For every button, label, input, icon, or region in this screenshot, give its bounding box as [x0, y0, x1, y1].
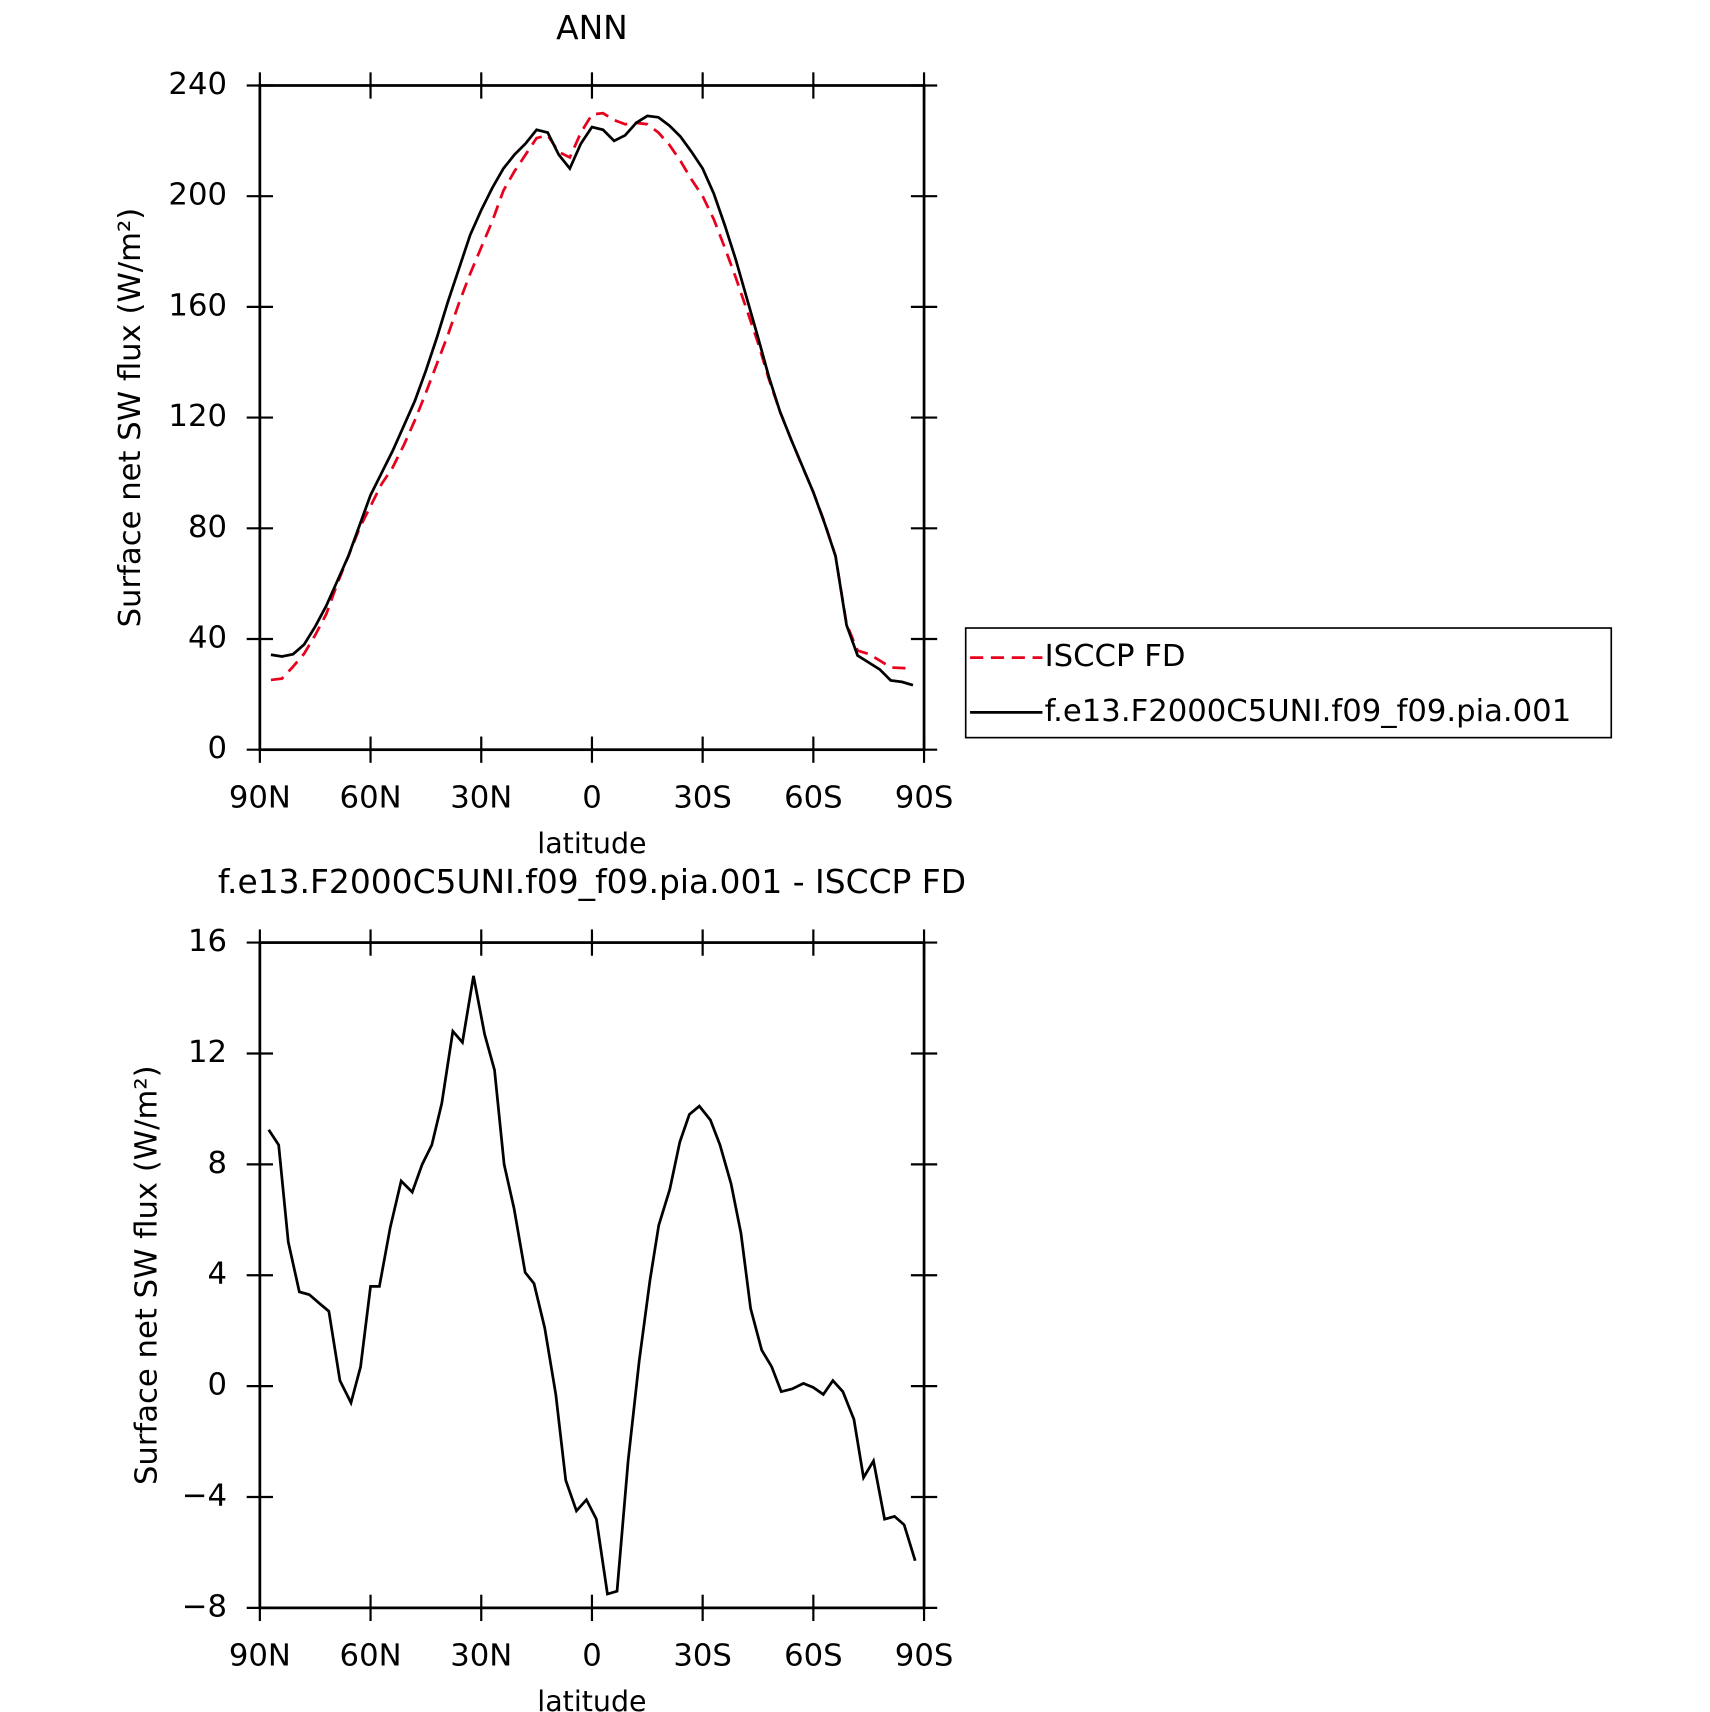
x-tick-label: 0	[582, 1639, 602, 1674]
x-tick-label: 90S	[895, 781, 954, 816]
y-tick-label: 80	[188, 510, 227, 545]
data-line	[270, 114, 914, 687]
y-tick-label: −4	[182, 1478, 227, 1513]
y-tick-label: 12	[188, 1035, 227, 1070]
y-tick-label: 4	[207, 1257, 227, 1292]
x-tick-label: 30N	[450, 781, 512, 816]
y-axis-label: Surface net SW flux (W/m²)	[113, 208, 148, 628]
x-tick-label: 90N	[229, 781, 291, 816]
data-line	[270, 111, 914, 682]
x-tick-label: 90S	[895, 1639, 954, 1674]
x-tick-label: 30N	[450, 1639, 512, 1674]
chart-title: ANN	[556, 8, 628, 47]
y-axis-label: Surface net SW flux (W/m²)	[130, 1065, 165, 1485]
legend-label: ISCCP FD	[1045, 639, 1186, 674]
x-tick-label: 60S	[784, 781, 843, 816]
y-tick-label: 200	[168, 178, 227, 213]
x-tick-label: 60N	[340, 1639, 402, 1674]
y-tick-label: 0	[207, 731, 227, 766]
y-tick-label: 0	[207, 1368, 227, 1403]
x-tick-label: 30S	[673, 781, 732, 816]
legend-label: f.e13.F2000C5UNI.f09_f09.pia.001	[1045, 694, 1572, 729]
chart-title: f.e13.F2000C5UNI.f09_f09.pia.001 - ISCCP…	[218, 862, 966, 901]
y-tick-label: −8	[182, 1589, 227, 1624]
legend-box	[964, 627, 1613, 739]
y-tick-label: 160	[168, 288, 227, 323]
x-tick-label: 60N	[340, 781, 402, 816]
x-tick-label: 30S	[673, 1639, 732, 1674]
y-tick-label: 8	[207, 1146, 227, 1181]
y-tick-label: 240	[168, 67, 227, 102]
x-axis-label: latitude	[537, 1685, 646, 1712]
x-axis-label: latitude	[537, 827, 646, 860]
y-tick-label: 40	[188, 620, 227, 655]
x-tick-label: 90N	[229, 1639, 291, 1674]
plot-frame	[258, 84, 926, 752]
y-tick-label: 120	[168, 399, 227, 434]
y-tick-label: 16	[188, 924, 227, 959]
x-tick-label: 60S	[784, 1639, 843, 1674]
x-tick-label: 0	[582, 781, 602, 816]
data-line	[267, 975, 917, 1596]
